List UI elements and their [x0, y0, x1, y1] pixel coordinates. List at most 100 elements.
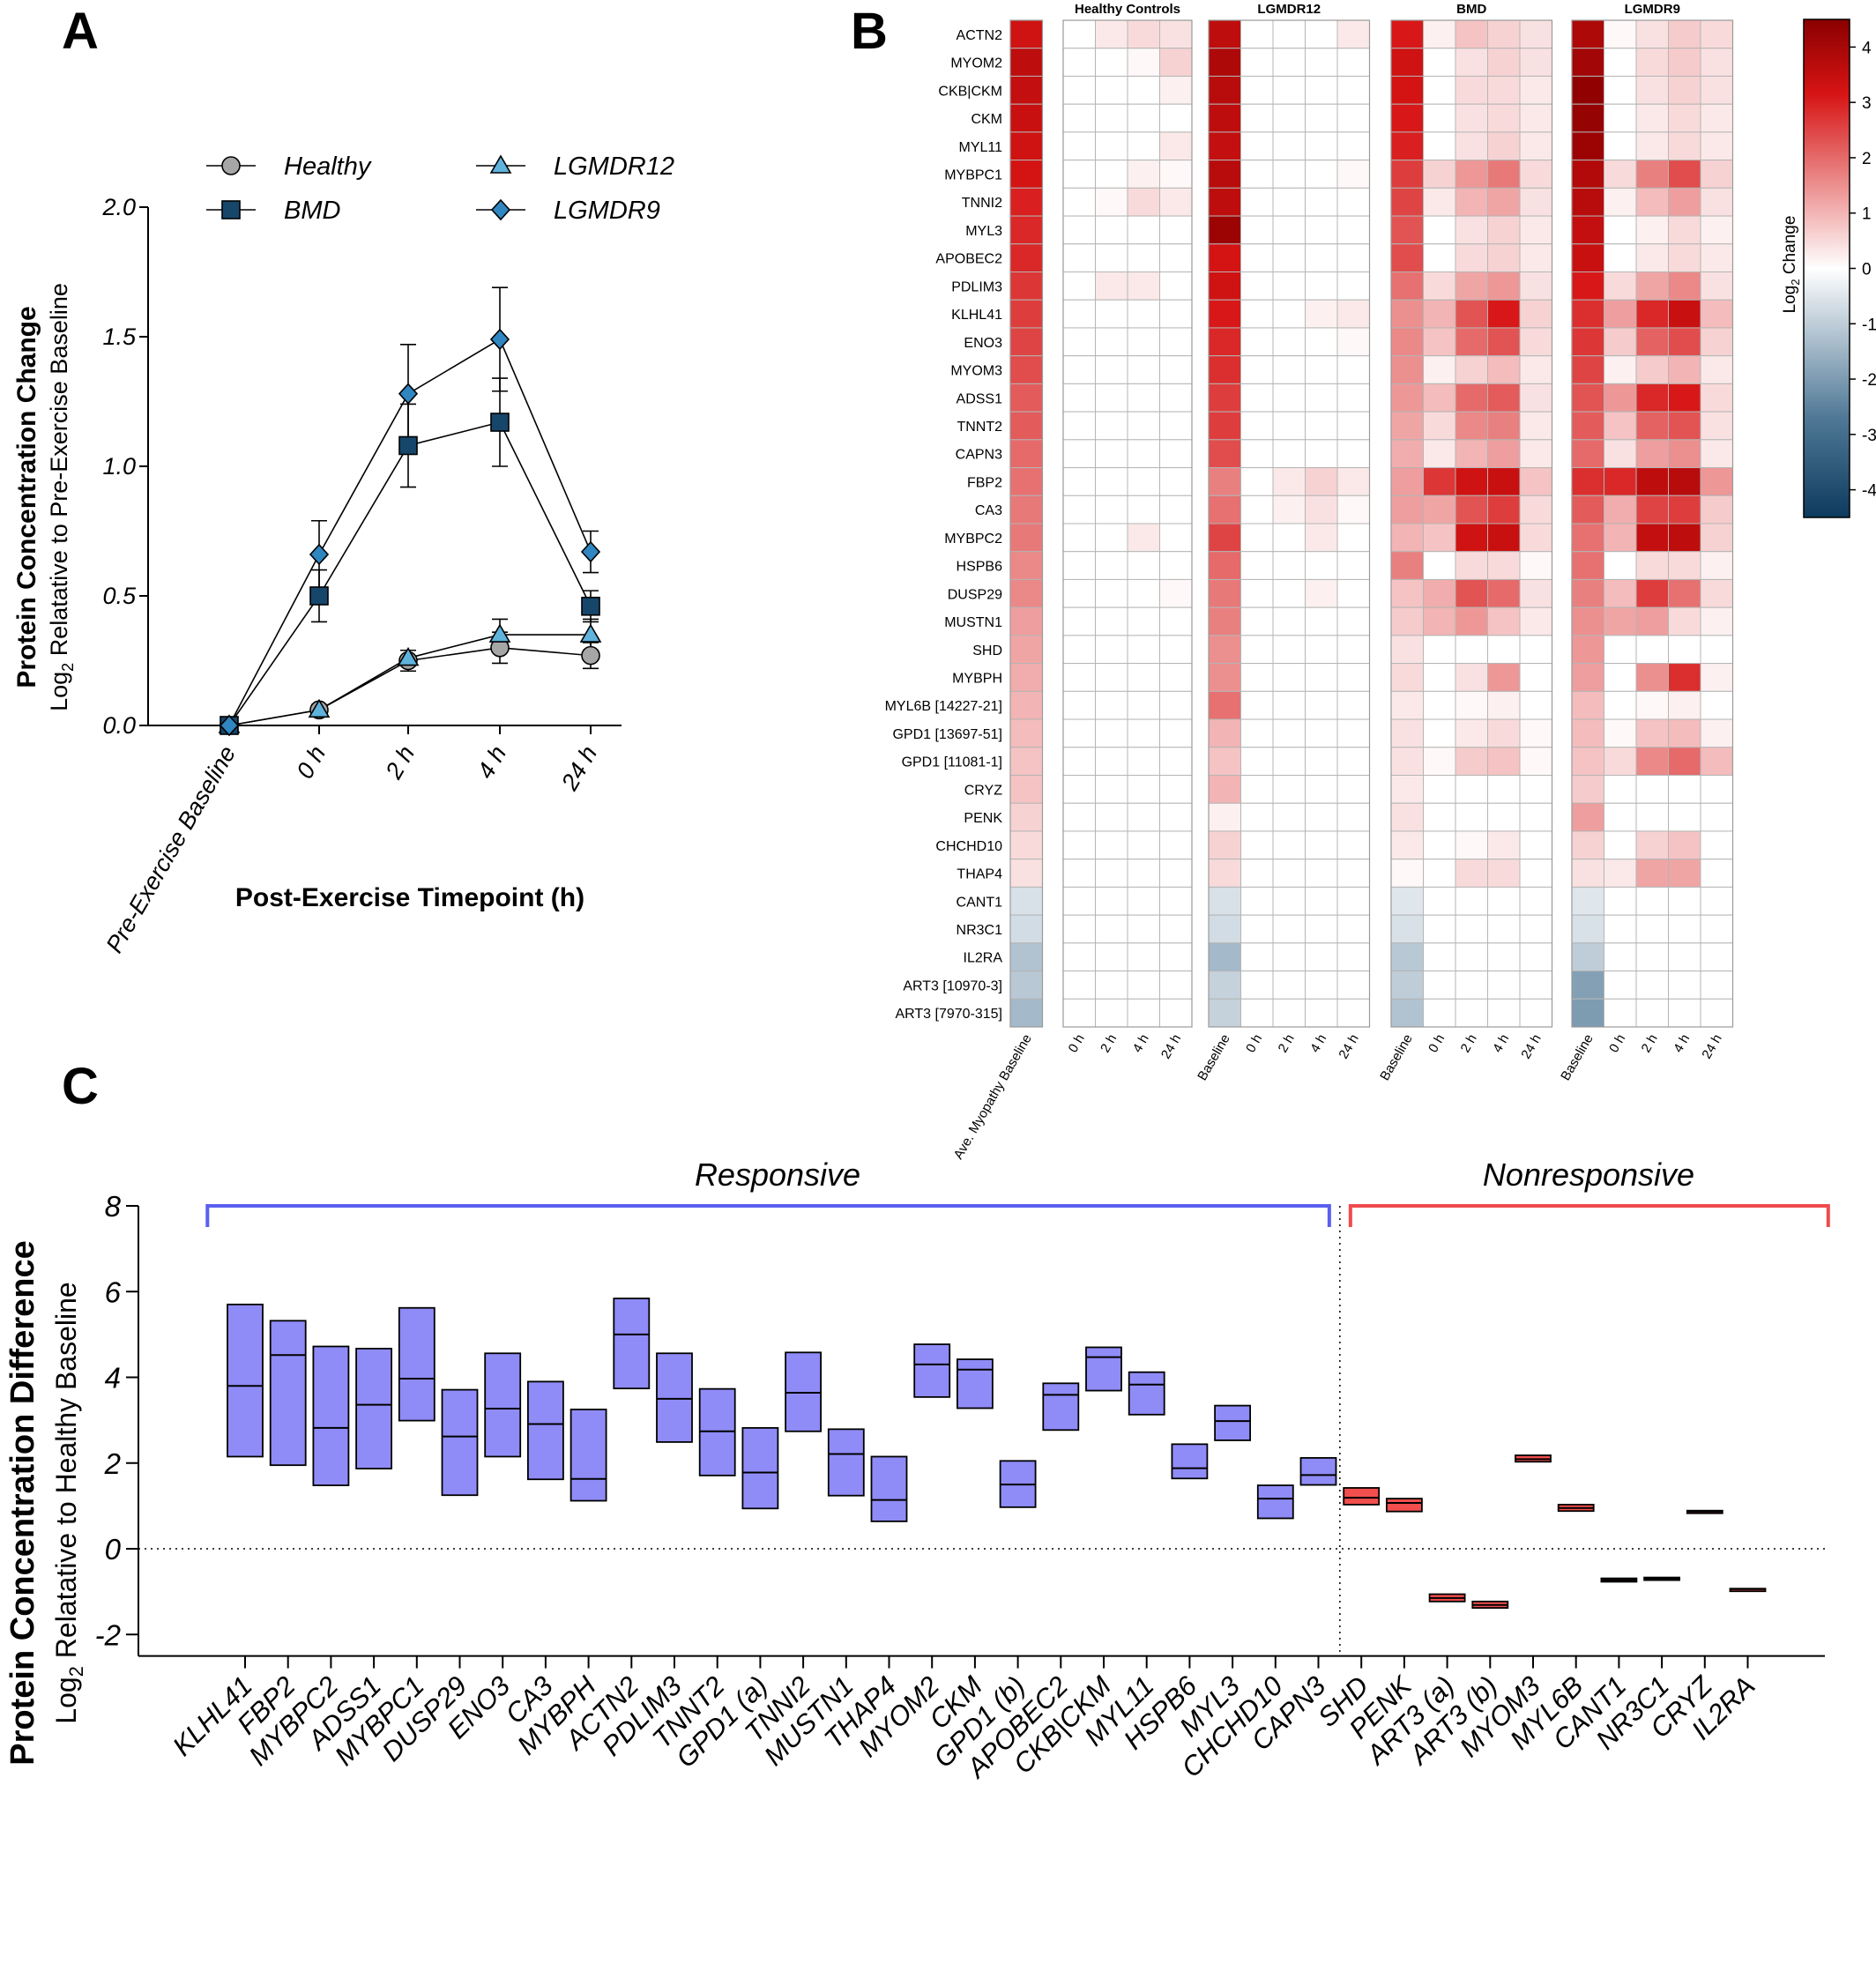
- heatmap-cell: [1009, 663, 1043, 692]
- heatmap-cell: [1487, 439, 1521, 469]
- heatmap-row-label: CRYZ: [964, 783, 1002, 798]
- heatmap-group-frame: [1009, 19, 1044, 1028]
- heatmap-cell: [1487, 495, 1521, 524]
- data-point-lgmdr9: [489, 328, 510, 351]
- heatmap-cell: [1487, 551, 1521, 580]
- heatmap-cell: [1455, 859, 1488, 888]
- heatmap-cell: [1390, 663, 1424, 692]
- heatmap-cell: [1604, 439, 1637, 469]
- range-box-responsive: [355, 1348, 393, 1469]
- heatmap-cell: [1487, 718, 1521, 748]
- heatmap-cell: [1604, 718, 1637, 748]
- heatmap-cell: [1700, 467, 1733, 496]
- heatmap-cell: [1240, 243, 1274, 272]
- heatmap-cell: [1423, 411, 1456, 441]
- heatmap-cell: [1455, 299, 1488, 329]
- heatmap-cell: [1571, 411, 1604, 441]
- heatmap-cell: [1455, 243, 1488, 272]
- heatmap-cell: [1700, 998, 1733, 1028]
- heatmap-cell: [1519, 886, 1552, 916]
- panel-a-y-tick-label: 1.0: [102, 453, 136, 480]
- heatmap-cell: [1272, 690, 1306, 720]
- heatmap-cell: [1336, 971, 1370, 1000]
- heatmap-cell: [1305, 551, 1338, 580]
- heatmap-cell: [1062, 187, 1096, 217]
- heatmap-cell: [1423, 383, 1456, 413]
- heatmap-cell: [1487, 131, 1521, 161]
- heatmap-cell: [1604, 271, 1637, 301]
- heatmap-cell: [1390, 243, 1424, 272]
- heatmap-cell: [1455, 914, 1488, 944]
- heatmap-cell: [1668, 551, 1701, 580]
- heatmap-cell: [1390, 802, 1424, 832]
- heatmap-cell: [1009, 886, 1043, 916]
- heatmap-cell: [1336, 690, 1370, 720]
- heatmap-cell: [1240, 355, 1274, 384]
- heatmap-cell: [1240, 495, 1274, 524]
- heatmap-cell: [1240, 215, 1274, 245]
- heatmap-cell: [1062, 830, 1096, 860]
- heatmap-cell: [1700, 439, 1733, 469]
- heatmap-cell: [1009, 718, 1043, 748]
- heatmap-cell: [1519, 914, 1552, 944]
- heatmap-cell: [1159, 19, 1193, 49]
- heatmap-cell: [1455, 718, 1488, 748]
- heatmap-cell: [1487, 914, 1521, 944]
- heatmap-cell: [1668, 75, 1701, 105]
- heatmap-cell: [1305, 243, 1338, 272]
- heatmap-cell: [1208, 859, 1241, 888]
- heatmap-row-label: GPD1 [13697-51]: [892, 727, 1002, 742]
- panel-a-xlabel: Post-Exercise Timepoint (h): [235, 883, 584, 912]
- heatmap-cell: [1127, 635, 1160, 665]
- heatmap-cell: [1700, 75, 1733, 105]
- heatmap-cell: [1668, 215, 1701, 245]
- heatmap-cell: [1487, 802, 1521, 832]
- heatmap-cell: [1159, 383, 1193, 413]
- heatmap-cell: [1305, 718, 1338, 748]
- heatmap-cell: [1571, 160, 1604, 189]
- range-box-responsive: [1256, 1484, 1294, 1520]
- heatmap-cell: [1700, 131, 1733, 161]
- heatmap-cell: [1700, 830, 1733, 860]
- heatmap-cell: [1127, 775, 1160, 804]
- heatmap-cell: [1127, 578, 1160, 608]
- heatmap-cell: [1571, 383, 1604, 413]
- heatmap-cell: [1571, 327, 1604, 357]
- heatmap-cell: [1519, 971, 1552, 1000]
- data-point-lgmdr12: [579, 623, 602, 643]
- heatmap-cell: [1127, 942, 1160, 972]
- heatmap-cell: [1240, 886, 1274, 916]
- heatmap-cell: [1487, 971, 1521, 1000]
- heatmap-cell: [1604, 942, 1637, 972]
- heatmap-cell: [1390, 747, 1424, 776]
- panel-a-letter: A: [62, 3, 99, 60]
- heatmap-cell: [1487, 411, 1521, 441]
- panel-b-letter: B: [851, 3, 888, 60]
- heatmap-row-label: NR3C1: [957, 923, 1003, 938]
- heatmap-cell: [1062, 914, 1096, 944]
- heatmap-cell: [1095, 131, 1128, 161]
- heatmap-cell: [1423, 243, 1456, 272]
- heatmap-cell: [1635, 886, 1669, 916]
- legend-label-lgmdr9: LGMDR9: [554, 197, 660, 225]
- heatmap-cell: [1127, 187, 1160, 217]
- heatmap-cell: [1390, 914, 1424, 944]
- heatmap-cell: [1390, 467, 1424, 496]
- heatmap-cell: [1487, 747, 1521, 776]
- heatmap-cell: [1519, 383, 1552, 413]
- heatmap-cell: [1487, 998, 1521, 1028]
- heatmap-cell: [1240, 467, 1274, 496]
- heatmap-cell: [1062, 271, 1096, 301]
- heatmap-cell: [1635, 103, 1669, 133]
- heatmap-cell: [1423, 103, 1456, 133]
- heatmap-cell: [1009, 19, 1043, 49]
- heatmap-cell: [1423, 215, 1456, 245]
- heatmap-cell: [1668, 48, 1701, 77]
- heatmap-cell: [1700, 690, 1733, 720]
- data-point-bmd: [490, 413, 510, 432]
- heatmap-cell: [1208, 802, 1241, 832]
- heatmap-cell: [1700, 802, 1733, 832]
- data-point-lgmdr9: [309, 543, 330, 566]
- heatmap-cell: [1455, 551, 1488, 580]
- heatmap-cell: [1390, 215, 1424, 245]
